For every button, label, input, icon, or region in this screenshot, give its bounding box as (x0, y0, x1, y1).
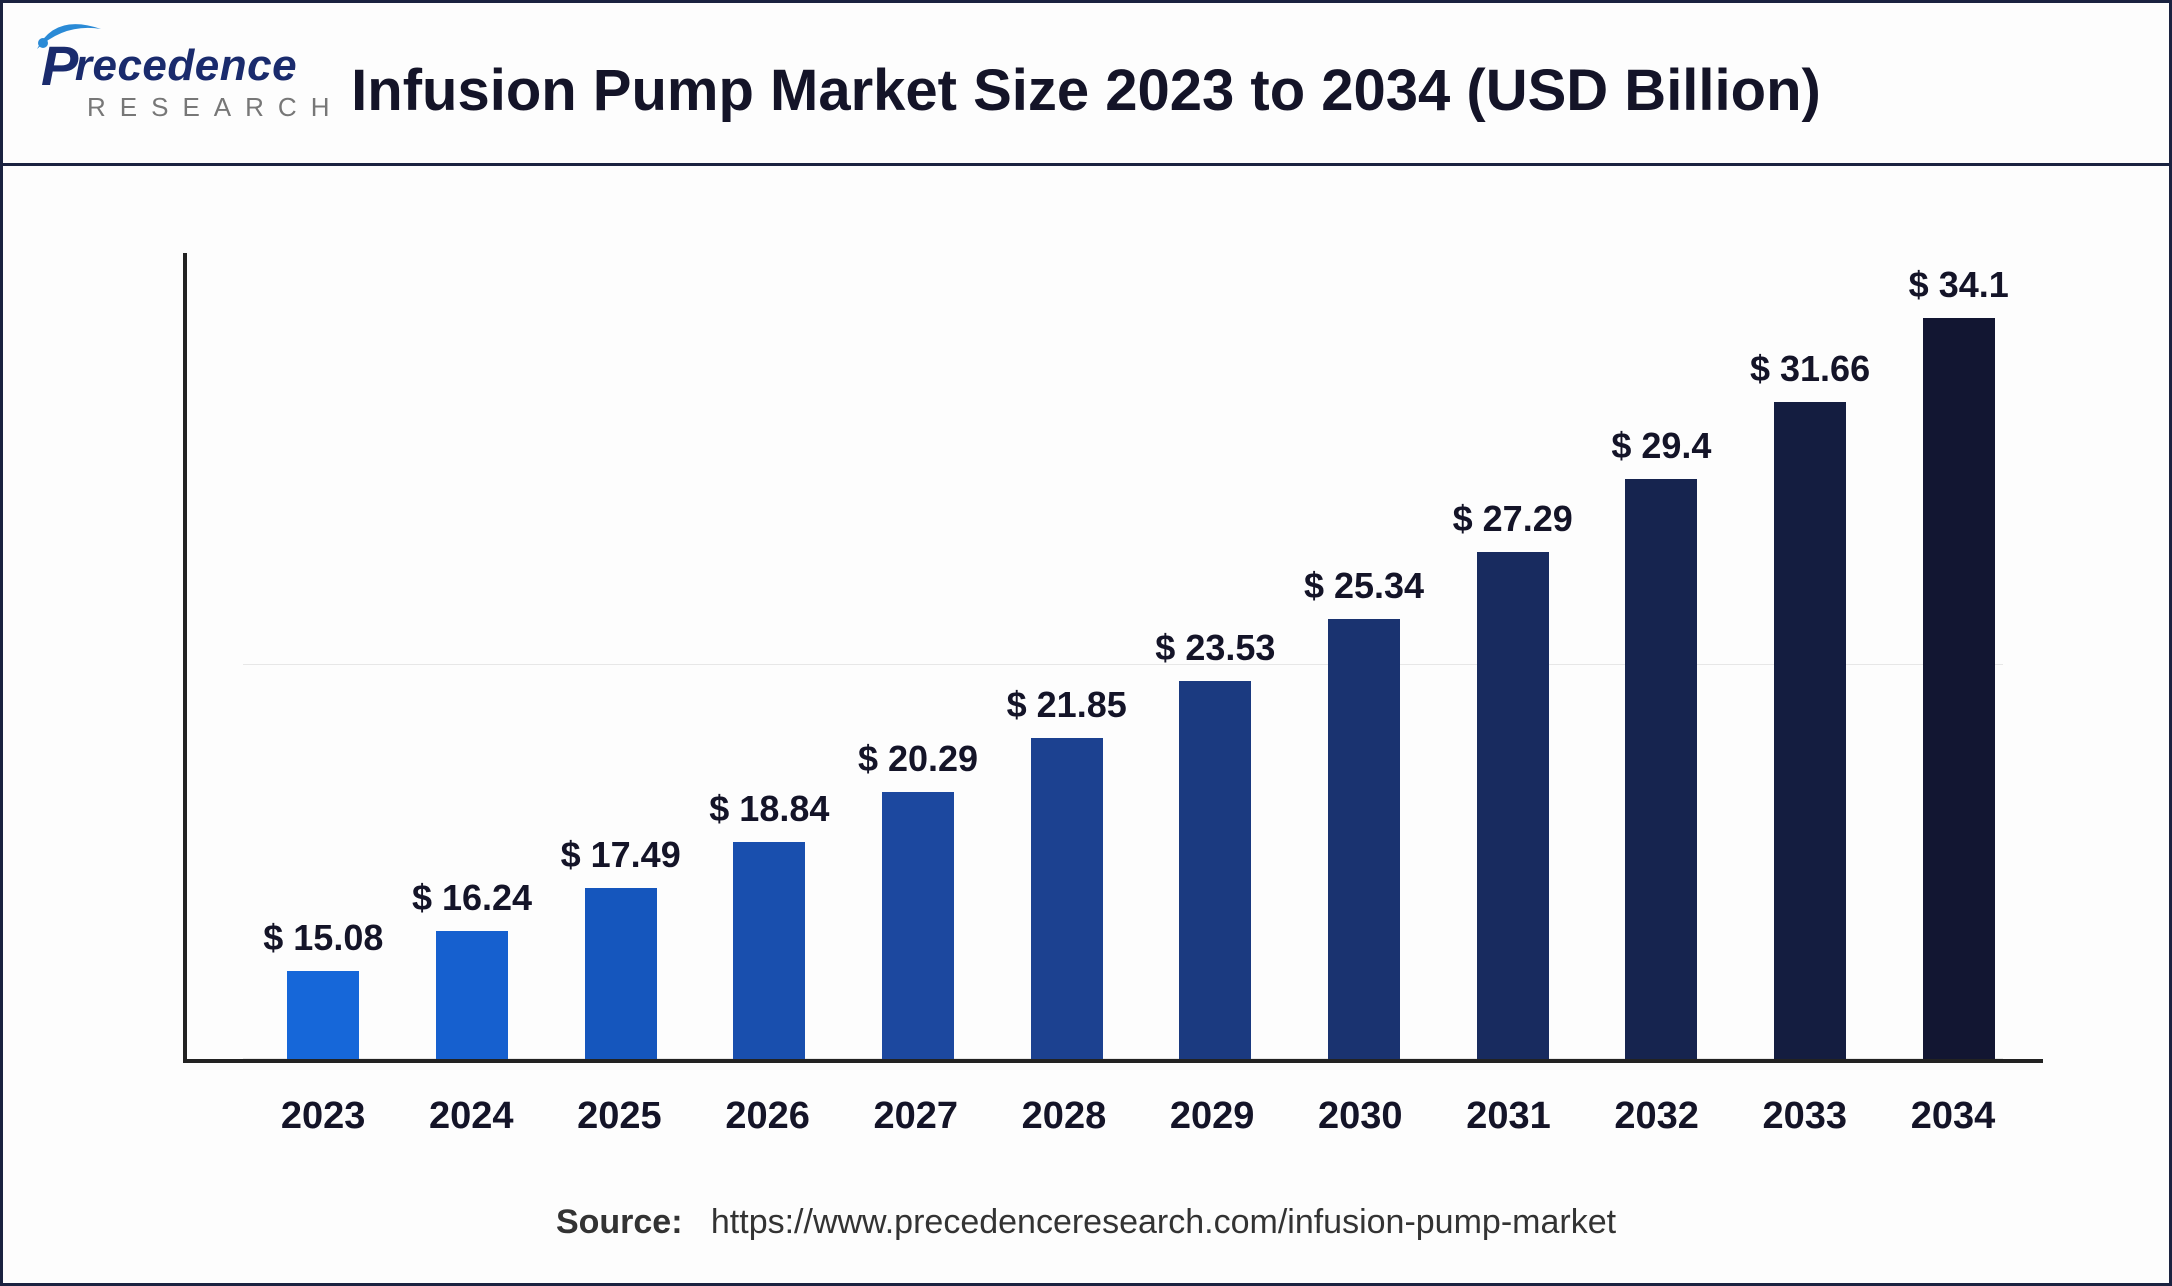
bar-value-label: $ 16.24 (412, 877, 532, 919)
x-axis-line (183, 1059, 2043, 1063)
x-axis-tick-label: 2030 (1286, 1095, 1434, 1138)
source-url: https://www.precedenceresearch.com/infus… (711, 1203, 1616, 1241)
x-axis-tick-label: 2033 (1731, 1095, 1879, 1138)
bar-value-label: $ 25.34 (1304, 565, 1424, 607)
bar-slot: $ 16.24 (398, 877, 547, 1059)
chart-title: Infusion Pump Market Size 2023 to 2034 (… (3, 57, 2169, 124)
bar-slot: $ 23.53 (1141, 627, 1290, 1059)
bar-slot: $ 25.34 (1290, 565, 1439, 1059)
swoosh-icon (35, 19, 105, 53)
x-axis-tick-label: 2034 (1879, 1095, 2027, 1138)
bar-rect (1774, 402, 1846, 1059)
bar-rect (733, 842, 805, 1059)
bar-value-label: $ 20.29 (858, 738, 978, 780)
x-axis-tick-label: 2032 (1583, 1095, 1731, 1138)
bar-value-label: $ 23.53 (1155, 627, 1275, 669)
bar-slot: $ 31.66 (1736, 348, 1885, 1059)
x-axis-tick-label: 2026 (694, 1095, 842, 1138)
x-axis-tick-label: 2029 (1138, 1095, 1286, 1138)
chart-plot-area: $ 15.08 $ 16.24 $ 17.49 $ 18.84 $ 20.29 $ 21.… (183, 253, 2043, 1063)
bar-value-label: $ 21.85 (1007, 684, 1127, 726)
header: P recedence RESEARCH Infusion Pump Marke… (3, 3, 2169, 166)
bar-slot: $ 15.08 (249, 917, 398, 1059)
bar-slot: $ 29.4 (1587, 425, 1736, 1059)
bar-value-label: $ 34.1 (1909, 264, 2009, 306)
bar-rect (436, 931, 508, 1059)
bar-value-label: $ 17.49 (561, 834, 681, 876)
bar-rect (1477, 552, 1549, 1059)
bar-rect (1923, 318, 1995, 1059)
bar-slot: $ 34.1 (1884, 264, 2033, 1059)
x-axis-tick-label: 2028 (990, 1095, 1138, 1138)
bar-slot: $ 20.29 (844, 738, 993, 1059)
bar-rect (1328, 619, 1400, 1059)
bar-slot: $ 27.29 (1438, 498, 1587, 1059)
bar-value-label: $ 27.29 (1453, 498, 1573, 540)
x-axis-tick-label: 2024 (397, 1095, 545, 1138)
bars-container: $ 15.08 $ 16.24 $ 17.49 $ 18.84 $ 20.29 $ 21.… (183, 253, 2043, 1059)
x-axis-labels: 2023202420252026202720282029203020312032… (249, 1095, 2027, 1138)
chart-frame: P recedence RESEARCH Infusion Pump Marke… (0, 0, 2172, 1286)
x-axis-tick-label: 2025 (545, 1095, 693, 1138)
bar-slot: $ 21.85 (992, 684, 1141, 1059)
bar-rect (882, 792, 954, 1059)
bar-value-label: $ 29.4 (1611, 425, 1711, 467)
x-axis-tick-label: 2031 (1434, 1095, 1582, 1138)
x-axis-tick-label: 2023 (249, 1095, 397, 1138)
source-label: Source: (556, 1203, 683, 1241)
bar-slot: $ 17.49 (546, 834, 695, 1059)
bar-value-label: $ 15.08 (263, 917, 383, 959)
bar-rect (1625, 479, 1697, 1059)
bar-value-label: $ 18.84 (709, 788, 829, 830)
bar-rect (1179, 681, 1251, 1059)
bar-rect (1031, 738, 1103, 1059)
x-axis-tick-label: 2027 (842, 1095, 990, 1138)
bar-value-label: $ 31.66 (1750, 348, 1870, 390)
source-line: Source: https://www.precedenceresearch.c… (3, 1203, 2169, 1242)
bar-rect (287, 971, 359, 1059)
bar-slot: $ 18.84 (695, 788, 844, 1059)
bar-rect (585, 888, 657, 1059)
